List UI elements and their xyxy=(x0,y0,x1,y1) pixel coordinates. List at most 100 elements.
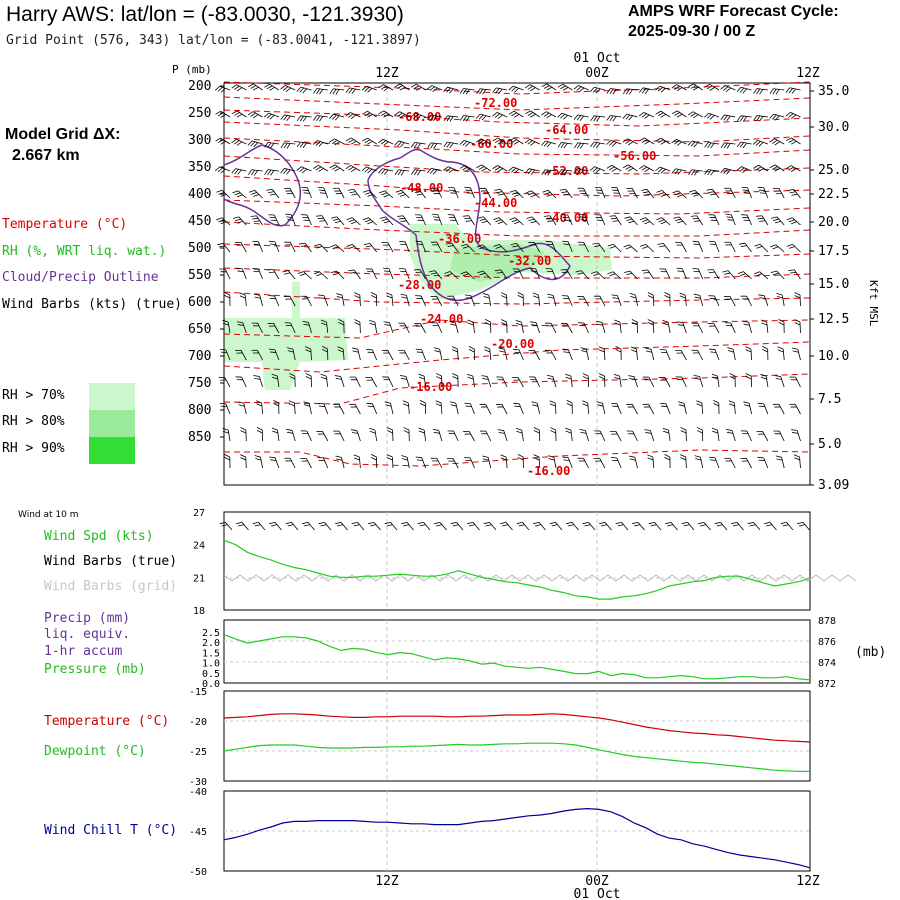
wind-barb xyxy=(645,347,655,361)
wind-barb xyxy=(500,292,508,307)
wind-barb xyxy=(419,400,426,415)
wind-barb xyxy=(707,322,720,334)
kft-tick-label: 20.0 xyxy=(818,215,849,230)
wind-barb xyxy=(345,112,361,119)
wind-barb xyxy=(557,112,573,120)
wind-barb xyxy=(280,168,296,175)
model-grid-label: Model Grid ΔX: xyxy=(5,126,121,143)
precip-tick: 0.5 xyxy=(202,669,220,680)
forecast-cycle-value: 2025-09-30 / 00 Z xyxy=(628,23,756,40)
wind-barb xyxy=(623,244,638,253)
wind-barb xyxy=(753,271,769,280)
kft-tick-label: 12.5 xyxy=(818,312,849,327)
wind-barb xyxy=(479,430,492,442)
wind-barb xyxy=(313,271,329,280)
wind-barb xyxy=(606,164,622,172)
wind-barb xyxy=(622,113,638,121)
wind-barb xyxy=(475,138,491,146)
wind-barb xyxy=(760,373,769,388)
rh-legend-70-swatch xyxy=(89,383,135,410)
isotherm-line-8 xyxy=(223,221,811,237)
model-grid-value: 2.667 km xyxy=(12,147,80,164)
wind-barb xyxy=(725,213,736,226)
label-precip: Precip (mm) xyxy=(44,611,131,626)
wind-barb xyxy=(400,375,410,388)
wind-barb xyxy=(528,241,541,253)
wind-barb xyxy=(720,85,736,93)
wind-barb xyxy=(493,217,508,226)
wind-barb xyxy=(565,427,573,442)
wind-barb xyxy=(775,455,785,469)
wind-barb xyxy=(402,400,410,415)
wind-barb xyxy=(723,295,736,307)
isotherm-label: -36.00 xyxy=(438,232,481,246)
bottom-date-label: 01 Oct xyxy=(574,887,621,900)
label-1hr-accum: 1-hr accum xyxy=(44,644,123,659)
legend-wind-barbs: Wind Barbs (kts) (true) xyxy=(2,297,183,312)
wind-barb xyxy=(271,427,280,442)
wind-barb xyxy=(449,320,459,334)
wind-barb xyxy=(379,216,394,226)
kft-tick-label: 30.0 xyxy=(818,120,849,135)
wind-barb xyxy=(397,215,410,226)
wind-barb xyxy=(641,188,655,199)
wind-barb xyxy=(647,319,655,334)
wind-barb xyxy=(215,137,231,145)
wind-barb xyxy=(497,429,508,442)
wind-barb xyxy=(658,376,671,388)
wind-barb xyxy=(740,457,752,469)
wind-barb xyxy=(672,190,687,199)
wind-barb xyxy=(443,86,459,94)
wind-barb xyxy=(610,457,622,469)
wind-barb xyxy=(268,348,280,361)
isotherm-label: -72.00 xyxy=(474,96,517,110)
wind-barb xyxy=(642,376,655,388)
wind-barb xyxy=(248,83,263,91)
wind-barb xyxy=(626,403,638,415)
wind-barb xyxy=(464,457,475,469)
isotherm-line-1 xyxy=(223,96,811,111)
wind-barb xyxy=(509,189,524,199)
wind-barb xyxy=(560,269,573,280)
wind-barb xyxy=(284,241,296,253)
wind-barb xyxy=(444,271,459,280)
wind-barb xyxy=(430,187,443,199)
wind-barb xyxy=(557,142,573,149)
wind-barb xyxy=(753,164,769,172)
wind-barb xyxy=(517,292,524,307)
wind-barb xyxy=(315,215,329,226)
label-wind-barbs-grid: Wind Barbs (grid) xyxy=(44,579,178,594)
wind-barb xyxy=(271,373,280,388)
pressure-unit-label: (mb) xyxy=(855,645,887,660)
windchill-tick: -50 xyxy=(189,867,207,878)
kft-tick-label: 15.0 xyxy=(818,277,849,292)
wind-barb xyxy=(770,216,785,226)
wind-barb xyxy=(562,456,573,469)
wind-barb xyxy=(378,168,394,175)
wind-barb xyxy=(348,269,361,280)
wind-barb xyxy=(541,140,557,148)
wind-barb xyxy=(561,214,573,226)
wind-barb xyxy=(598,346,606,361)
wind-barb xyxy=(611,402,622,415)
wind-barb xyxy=(578,213,589,226)
surface-wind-barb xyxy=(467,521,480,531)
wind-barb xyxy=(687,140,703,148)
wind-barb xyxy=(675,376,687,388)
wind-barb xyxy=(414,322,426,334)
wind-barb xyxy=(638,112,654,119)
wind-barb xyxy=(459,88,475,95)
wind-barb xyxy=(559,188,573,199)
wind-barb xyxy=(628,455,638,469)
wind-barb xyxy=(785,137,801,145)
wind-barb xyxy=(313,164,329,172)
wind-barb xyxy=(736,86,752,94)
surface-wind-barb xyxy=(483,521,497,531)
surface-wind-barb xyxy=(335,521,348,531)
wind-barb xyxy=(541,83,557,91)
wind-barb xyxy=(494,188,508,199)
wind-barb xyxy=(215,110,231,118)
wind-barb xyxy=(492,137,508,145)
wind-barb xyxy=(464,294,475,307)
wind-barb xyxy=(566,400,573,415)
